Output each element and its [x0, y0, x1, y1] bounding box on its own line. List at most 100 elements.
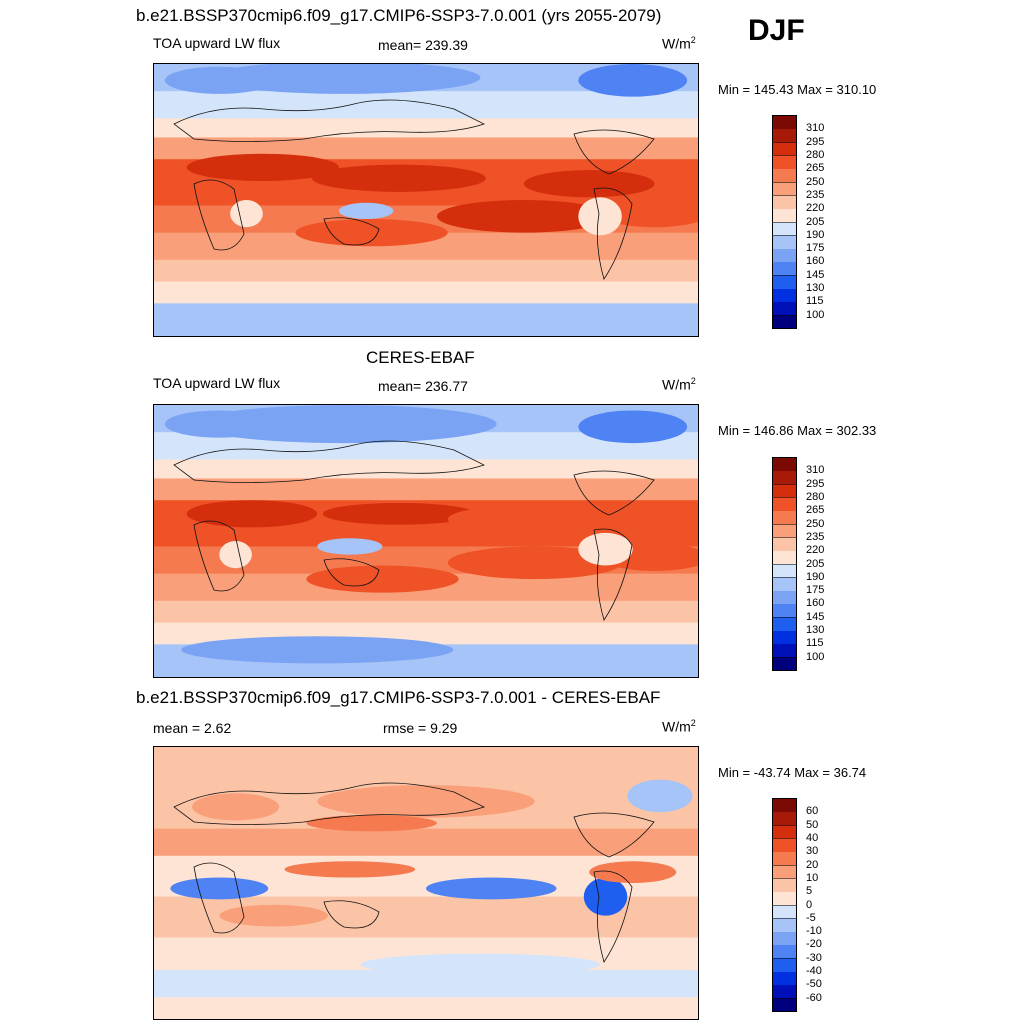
- colorbar-cell: [772, 997, 797, 1012]
- colorbar-cell: [772, 891, 797, 905]
- colorbar-tick-label: 235: [806, 530, 825, 543]
- field-blob: [578, 197, 622, 236]
- panel3-section-title: b.e21.BSSP370cmip6.f09_g17.CMIP6-SSP3-7.…: [136, 688, 661, 707]
- colorbar-cell: [772, 971, 797, 985]
- coastline: [173, 99, 486, 142]
- colorbar-tick-label: 265: [806, 162, 825, 175]
- coastline: [593, 187, 633, 280]
- colorbar-cell: [772, 616, 797, 631]
- colorbar-tick-label: 250: [806, 517, 825, 530]
- field-band: [154, 478, 698, 502]
- colorbar-cell: [772, 523, 797, 538]
- colorbar-tick-label: 60: [806, 805, 819, 818]
- colorbar-tick-label: 145: [806, 268, 825, 281]
- coastline: [573, 812, 655, 858]
- colorbar-tick-label: 100: [806, 650, 825, 663]
- colorbar-cell: [772, 917, 797, 932]
- field-blob: [186, 153, 339, 181]
- field-band: [154, 91, 698, 120]
- colorbar-tick-label: 220: [806, 544, 825, 557]
- colorbar-cell: [772, 194, 797, 209]
- field-band: [154, 118, 698, 139]
- field-blob: [338, 202, 394, 220]
- colorbar-tick-label: 50: [806, 818, 819, 831]
- field-blob: [186, 500, 318, 528]
- colorbar-tick-label: 20: [806, 858, 819, 871]
- field-blob: [578, 532, 633, 566]
- colorbar-tick-label: -20: [806, 938, 822, 951]
- field-blob: [589, 861, 677, 883]
- field-blob: [208, 64, 481, 94]
- colorbar-cell: [772, 457, 797, 471]
- coastline: [173, 782, 486, 825]
- colorbar-tick-label: 295: [806, 477, 825, 490]
- colorbar-tick-label: 115: [806, 637, 824, 650]
- colorbar-cell: [772, 141, 797, 156]
- field-blob: [627, 779, 693, 813]
- colorbar-cell: [772, 811, 797, 826]
- colorbar-cell: [772, 208, 797, 222]
- colorbar-cell: [772, 798, 797, 812]
- colorbar-cell: [772, 864, 797, 879]
- panel2-variable-label: TOA upward LW flux: [153, 375, 281, 391]
- colorbar-tick-label: 130: [806, 624, 825, 637]
- colorbar-cell: [772, 234, 797, 249]
- field-blob: [583, 877, 628, 916]
- colorbar-tick-label: 295: [806, 135, 825, 148]
- field-blob: [284, 861, 416, 878]
- panel1-variable-label: TOA upward LW flux: [153, 35, 281, 51]
- colorbar-cell: [772, 115, 797, 129]
- colorbar-tick-label: 160: [806, 255, 825, 268]
- colorbar-cell: [772, 590, 797, 604]
- coastline: [323, 900, 380, 929]
- coastline: [593, 870, 633, 963]
- field-band: [154, 600, 698, 624]
- field-blob: [322, 502, 475, 525]
- field-band: [154, 259, 698, 283]
- field-blob: [306, 815, 437, 832]
- field-band: [154, 281, 698, 305]
- colorbar-cell: [772, 944, 797, 959]
- colorbar-tick-label: -5: [806, 911, 816, 924]
- panel1-mean: mean= 239.39: [378, 37, 468, 53]
- colorbar-tick-label: 145: [806, 610, 825, 623]
- colorbar-cell: [772, 931, 797, 945]
- colorbar-cell: [772, 904, 797, 919]
- colorbar-cell: [772, 168, 797, 183]
- colorbar-tick-label: 0: [806, 898, 813, 911]
- panel3-minmax: Min = -43.74 Max = 36.74: [718, 765, 867, 780]
- colorbar-cell: [772, 470, 797, 485]
- field-blob: [578, 64, 688, 97]
- colorbar-tick-label: -10: [806, 925, 822, 938]
- colorbar-cell: [772, 656, 797, 671]
- field-band: [154, 997, 698, 1019]
- field-band: [154, 747, 698, 781]
- colorbar-tick-label: -30: [806, 951, 822, 964]
- field-blob: [164, 410, 274, 438]
- colorbar-cell: [772, 221, 797, 236]
- coastline: [323, 217, 380, 246]
- panel2-map: [153, 404, 699, 678]
- colorbar-tick-label: 115: [806, 295, 824, 308]
- colorbar-tick-label: 175: [806, 242, 825, 255]
- colorbar-cell: [772, 510, 797, 525]
- panel3-mean: mean = 2.62: [153, 720, 232, 736]
- field-blob: [317, 538, 383, 555]
- colorbar-tick-label: 220: [806, 202, 825, 215]
- field-band: [154, 303, 698, 336]
- season-label: DJF: [748, 14, 805, 47]
- field-band: [154, 137, 698, 161]
- field-blob: [578, 410, 688, 444]
- colorbar-cell: [772, 550, 797, 564]
- coastline: [173, 440, 486, 483]
- colorbar-cell: [772, 128, 797, 143]
- colorbar-tick-label: 5: [806, 885, 813, 898]
- panel3-rmse: rmse = 9.29: [383, 720, 458, 736]
- field-band: [154, 828, 698, 857]
- colorbar-tick-label: 130: [806, 282, 825, 295]
- coastline: [593, 528, 633, 621]
- colorbar-tick-label: 190: [806, 228, 825, 241]
- panel3-map: [153, 746, 699, 1020]
- coastline: [193, 862, 245, 934]
- colorbar-cell: [772, 536, 797, 551]
